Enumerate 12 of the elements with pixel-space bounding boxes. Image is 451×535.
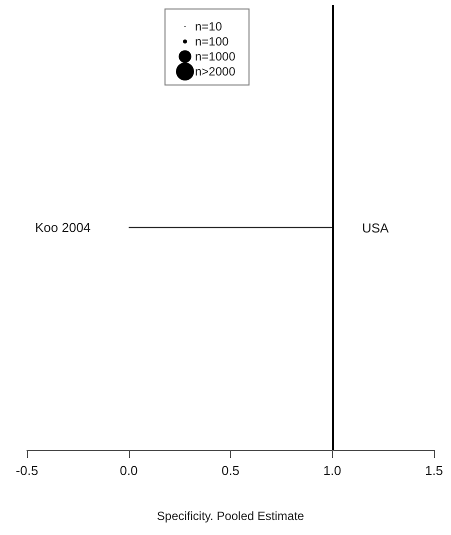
annotation: n=1000 (195, 50, 236, 64)
annotation: n>2000 (195, 64, 236, 78)
annotation: USA (362, 220, 390, 236)
x-tick-label: 1.0 (323, 463, 342, 478)
x-tick-label: 0.0 (120, 463, 138, 478)
x-tick-label: 1.5 (424, 463, 444, 478)
x-tick-label: -0.5 (16, 463, 38, 478)
x-tick-label: 0.5 (221, 463, 240, 478)
annotation: n=10 (195, 20, 222, 34)
x-axis-title: Specificity. Pooled Estimate (156, 509, 304, 523)
y-tick-label: Koo 2004 (35, 220, 91, 235)
annotation: n=100 (195, 34, 230, 48)
